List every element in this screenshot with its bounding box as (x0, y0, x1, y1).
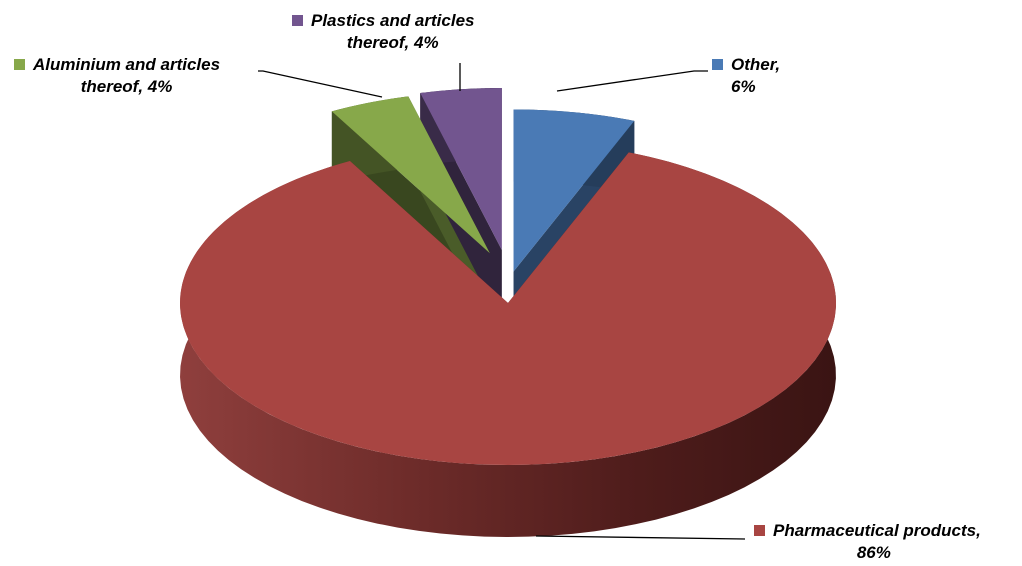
legend-swatch-other (712, 59, 723, 70)
slice-other (513, 109, 635, 272)
slice-label-pharmaceutical: Pharmaceutical products, 86% (754, 520, 981, 564)
slice-label-plastics-line2: thereof, 4% (346, 33, 439, 52)
slice-pharmaceutical (180, 152, 837, 465)
legend-swatch-plastics (292, 15, 303, 26)
slice-label-pharmaceutical-line1: Pharmaceutical products, (773, 521, 981, 540)
leader-line-aluminium (258, 70, 383, 98)
slice-label-pharmaceutical-line2: 86% (856, 543, 891, 562)
legend-swatch-aluminium (14, 59, 25, 70)
slice-label-plastics: Plastics and articles thereof, 4% (292, 10, 474, 54)
slice-label-aluminium-line2: thereof, 4% (80, 77, 173, 96)
slice-label-other-line1: Other, (731, 55, 781, 74)
slice-label-aluminium: Aluminium and articles thereof, 4% (14, 54, 220, 98)
slice-label-other-line2: 6% (731, 77, 756, 96)
slice-label-other: Other, 6% (712, 54, 780, 98)
legend-swatch-pharmaceutical (754, 525, 765, 536)
slice-aluminium (331, 96, 490, 254)
slice-label-plastics-line1: Plastics and articles (311, 11, 475, 30)
leader-line-other (556, 70, 708, 92)
slice-label-aluminium-line1: Aluminium and articles (33, 55, 221, 74)
leader-line-pharmaceutical (535, 535, 746, 540)
slice-plastics (420, 87, 502, 250)
